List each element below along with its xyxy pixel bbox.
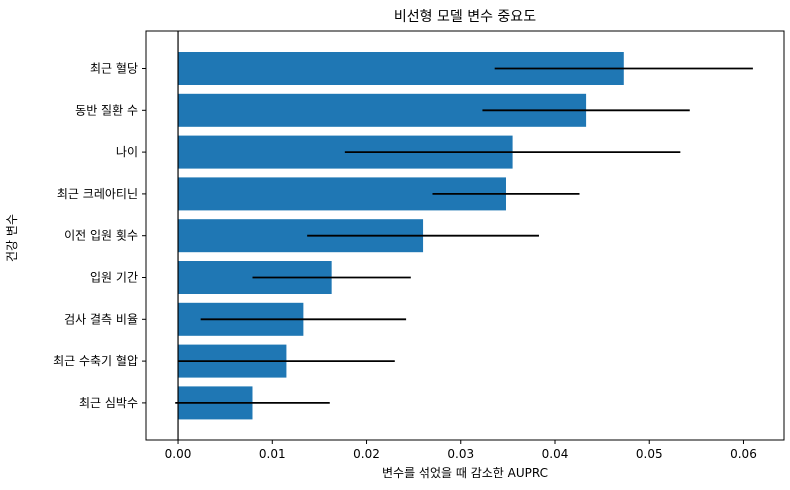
y-tick-label: 최근 수축기 혈압 bbox=[53, 354, 138, 368]
y-tick-label: 최근 혈당 bbox=[90, 62, 138, 76]
x-tick-label: 0.05 bbox=[636, 447, 663, 461]
y-tick-label: 최근 크레아티닌 bbox=[57, 187, 138, 201]
y-axis-title: 건강 변수 bbox=[5, 214, 19, 262]
x-tick-label: 0.01 bbox=[259, 447, 286, 461]
y-tick-label: 동반 질환 수 bbox=[75, 103, 138, 117]
y-tick-label: 입원 기간 bbox=[90, 271, 138, 285]
y-tick-label: 최근 심박수 bbox=[79, 396, 138, 410]
x-tick-label: 0.06 bbox=[730, 447, 757, 461]
chart-title: 비선형 모델 변수 중요도 bbox=[394, 9, 536, 25]
x-axis-title: 변수를 섞었을 때 감소한 AUPRC bbox=[382, 466, 548, 480]
y-tick-label: 검사 결측 비율 bbox=[64, 312, 138, 326]
x-tick-label: 0.04 bbox=[542, 447, 569, 461]
y-tick-label: 나이 bbox=[116, 145, 138, 159]
x-tick-label: 0.00 bbox=[165, 447, 192, 461]
x-tick-label: 0.02 bbox=[353, 447, 380, 461]
x-tick-label: 0.03 bbox=[447, 447, 474, 461]
y-tick-label: 이전 입원 횟수 bbox=[64, 229, 138, 243]
error-bars-group bbox=[175, 67, 753, 404]
x-axis: 0.00 0.01 0.02 0.03 0.04 0.05 0.06 bbox=[165, 440, 757, 461]
